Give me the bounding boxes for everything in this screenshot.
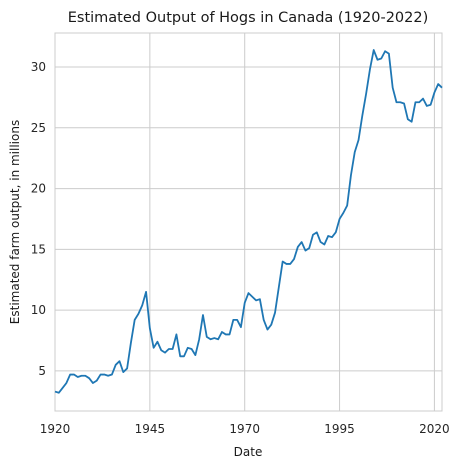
y-tick-label: 20 xyxy=(31,182,46,196)
plot-area xyxy=(54,32,443,412)
x-tick-label: 2020 xyxy=(419,422,450,436)
x-tick-label: 1945 xyxy=(135,422,166,436)
x-tick-label: 1970 xyxy=(229,422,260,436)
y-tick-label: 15 xyxy=(31,242,46,256)
series-group xyxy=(54,49,443,394)
chart-title: Estimated Output of Hogs in Canada (1920… xyxy=(68,10,429,26)
y-tick-label: 25 xyxy=(31,121,46,135)
gridlines xyxy=(54,33,442,411)
y-axis-label: Estimated farm output, in millions xyxy=(8,120,22,324)
x-axis-label: Date xyxy=(234,445,263,459)
tick-labels: 5 10 15 20 25 30 1920 1945 1970 1995 2020 xyxy=(31,60,450,436)
series-line xyxy=(54,49,443,394)
y-tick-label: 10 xyxy=(31,303,46,317)
x-tick-label: 1920 xyxy=(40,422,71,436)
x-tick-label: 1995 xyxy=(324,422,355,436)
y-tick-label: 30 xyxy=(31,60,46,74)
y-tick-label: 5 xyxy=(38,364,46,378)
